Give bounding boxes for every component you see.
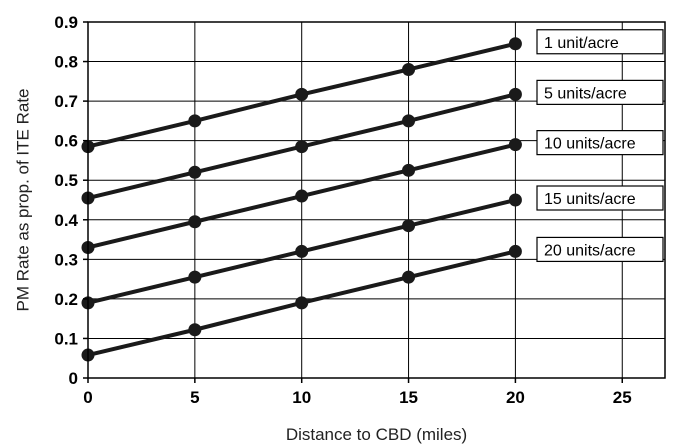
data-point	[402, 114, 416, 128]
y-tick-label: 0.9	[54, 13, 78, 32]
x-tick-label: 0	[83, 388, 92, 407]
data-point	[188, 270, 202, 284]
y-tick-label: 0.4	[54, 211, 78, 230]
legend-label: 15 units/acre	[544, 191, 636, 208]
data-point	[508, 193, 522, 207]
legend-entry: 20 units/acre	[536, 236, 664, 263]
x-tick-label: 15	[399, 388, 418, 407]
legend-entry: 15 units/acre	[536, 185, 664, 211]
data-point	[508, 37, 522, 51]
data-point	[508, 87, 522, 101]
y-tick-label: 0.6	[54, 132, 78, 151]
legend-box	[536, 130, 664, 156]
data-point	[402, 270, 416, 284]
legend-label: 1 unit/acre	[544, 35, 619, 52]
x-tick-label: 25	[613, 388, 632, 407]
data-point	[402, 163, 416, 177]
legend: 1 unit/acre 5 units/acre 10 units/acre 15 u…	[536, 29, 664, 263]
data-point	[188, 215, 202, 229]
series-1	[81, 37, 522, 154]
plot-frame	[87, 21, 666, 379]
x-axis-title: Distance to CBD (miles)	[286, 425, 467, 444]
series-5	[81, 244, 522, 362]
data-point	[508, 138, 522, 152]
legend-box	[536, 236, 664, 263]
data-point	[295, 140, 309, 154]
y-tick-label: 0.7	[54, 92, 78, 111]
data-point	[402, 62, 416, 76]
y-tick-label: 0.8	[54, 53, 78, 72]
series-3	[81, 138, 522, 254]
legend-box	[536, 185, 664, 211]
y-axis-ticks: 0 0.1 0.2 0.3 0.4 0.5 0.6 0.7 0.8 0.9	[54, 13, 88, 388]
legend-entry: 5 units/acre	[536, 79, 664, 105]
y-tick-label: 0	[69, 369, 78, 388]
series-layer	[81, 37, 522, 362]
data-point	[295, 87, 309, 101]
data-point	[508, 244, 522, 258]
y-axis-title: PM Rate as prop. of ITE Rate	[13, 89, 32, 312]
series-4	[81, 193, 522, 310]
legend-entry: 1 unit/acre	[536, 29, 664, 55]
y-tick-label: 0.2	[54, 290, 78, 309]
y-tick-label: 0.3	[54, 250, 78, 269]
series-2	[81, 87, 522, 205]
x-tick-label: 10	[292, 388, 311, 407]
legend-label: 10 units/acre	[544, 136, 636, 153]
y-tick-label: 0.1	[54, 329, 78, 348]
legend-box	[536, 79, 664, 105]
legend-label: 20 units/acre	[544, 242, 636, 259]
y-tick-label: 0.5	[54, 171, 78, 190]
data-point	[402, 219, 416, 233]
data-point	[188, 165, 202, 179]
legend-entry: 10 units/acre	[536, 130, 664, 156]
data-point	[295, 296, 309, 310]
x-tick-label: 20	[506, 388, 525, 407]
x-tick-label: 5	[190, 388, 199, 407]
data-point	[295, 244, 309, 258]
legend-label: 5 units/acre	[544, 85, 627, 102]
data-point	[188, 114, 202, 128]
data-point	[295, 189, 309, 203]
x-axis-ticks: 0 5 10 15 20 25	[83, 378, 632, 407]
legend-box	[536, 29, 664, 55]
data-point	[188, 323, 202, 337]
